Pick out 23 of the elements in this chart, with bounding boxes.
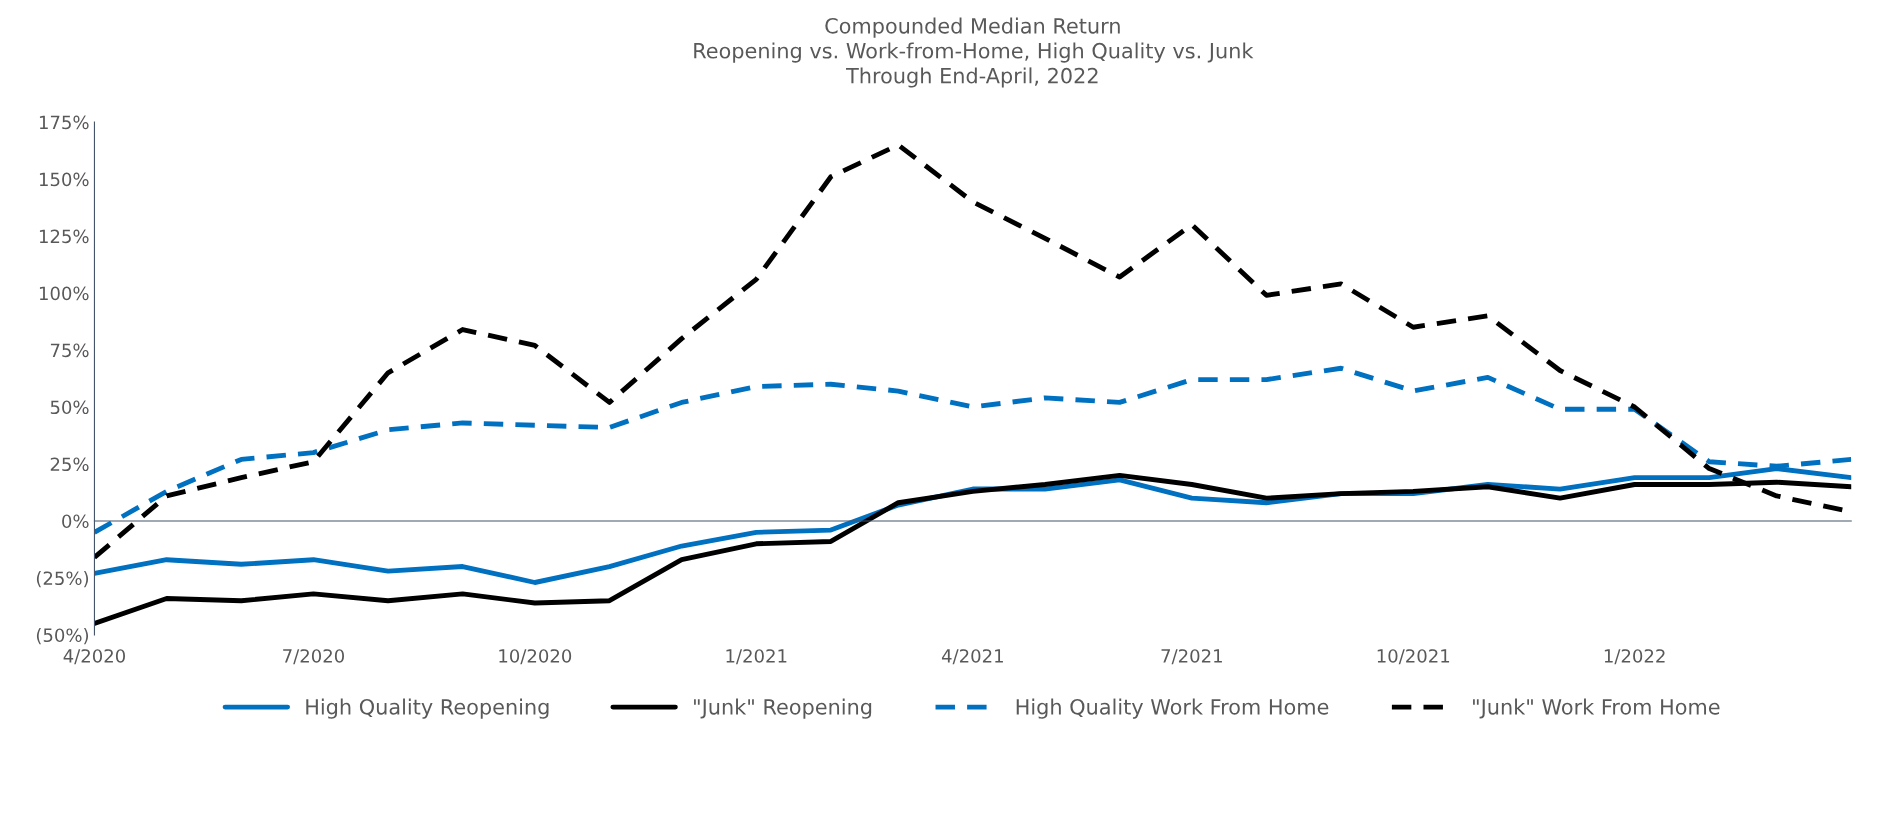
y-tick-label: 25% xyxy=(50,457,89,472)
y-tick-label: 75% xyxy=(50,343,89,358)
y-tick-label: 0% xyxy=(62,514,89,529)
legend-label: "Junk" Work From Home xyxy=(1473,698,1720,719)
legend-label: "Junk" Reopening xyxy=(694,698,872,719)
x-tick-label: 1/2022 xyxy=(1604,649,1665,665)
y-tick-label: (50%) xyxy=(36,628,89,645)
x-tick-label: 4/2021 xyxy=(941,649,1003,665)
y-tick-label: 50% xyxy=(50,400,89,415)
x-tick-label: 10/2021 xyxy=(1377,649,1450,665)
x-tick-label: 4/2020 xyxy=(63,649,126,665)
x-tick-label: 1/2021 xyxy=(726,649,787,665)
x-tick-label: 7/2021 xyxy=(1161,649,1222,665)
x-tick-label: 7/2020 xyxy=(283,649,345,665)
chart-title: Compounded Median Return Reopening vs. Work-from-Home, High Quality vs. Junk Through End-April, 2022 xyxy=(694,17,1254,88)
y-tick-label: 150% xyxy=(39,172,89,187)
y-tick-label: (25%) xyxy=(36,571,89,588)
y-tick-label: 175% xyxy=(39,115,89,130)
legend-label: High Quality Work From Home xyxy=(1016,698,1329,719)
y-tick-label: 125% xyxy=(39,229,89,244)
y-tick-label: 100% xyxy=(39,286,89,301)
legend-label: High Quality Reopening xyxy=(306,698,549,719)
x-tick-label: 10/2020 xyxy=(499,649,572,665)
